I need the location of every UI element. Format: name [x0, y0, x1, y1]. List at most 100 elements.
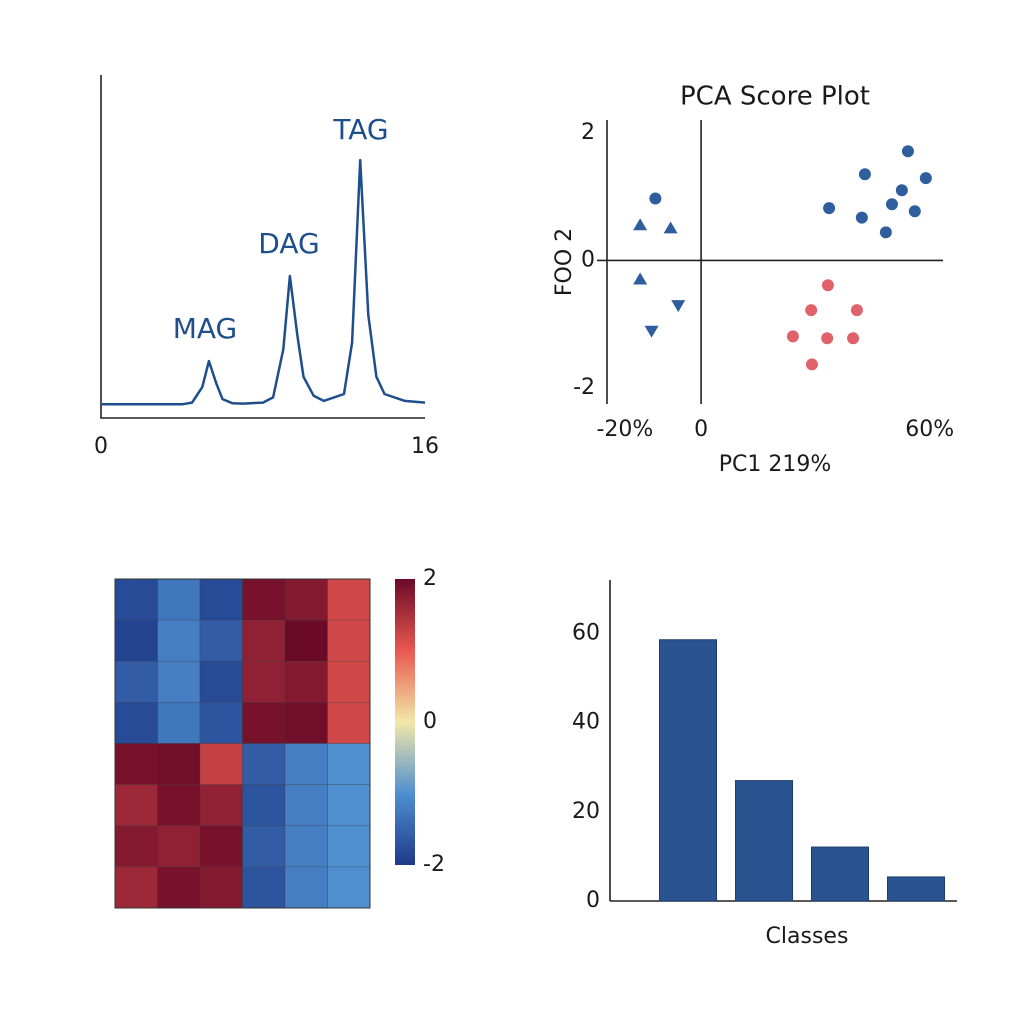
heatmap-cell	[114, 784, 158, 827]
heatmap-cell	[114, 825, 158, 868]
y-tick-label: 60	[572, 621, 600, 646]
x-tick-label: 0	[94, 434, 108, 459]
heatmap-cell	[157, 825, 201, 868]
heatmap-cell	[284, 784, 328, 827]
point	[908, 205, 921, 218]
peak-label: DAG	[258, 227, 319, 260]
point	[805, 304, 818, 317]
point	[633, 218, 648, 231]
point	[847, 332, 860, 345]
heatmap-cell	[114, 660, 158, 703]
bar	[659, 639, 717, 902]
heatmap-cell	[114, 619, 158, 662]
heatmap-cell	[327, 743, 371, 785]
heatmap-cell	[327, 578, 371, 621]
y-tick-label: 20	[572, 799, 600, 824]
point	[858, 168, 871, 181]
heatmap-cell	[284, 866, 328, 909]
heatmap-cell	[284, 660, 328, 703]
point	[821, 332, 834, 345]
heatmap-frame	[114, 578, 371, 909]
heatmap-cell	[327, 619, 371, 662]
heatmap-cell	[114, 578, 158, 621]
bar	[735, 780, 793, 902]
heatmap-cell	[199, 578, 243, 621]
point	[663, 221, 678, 234]
point	[644, 325, 659, 338]
heatmap-cell	[157, 743, 201, 785]
colorbar-tick-label: -2	[423, 852, 445, 877]
y-tick-label: 0	[586, 888, 600, 913]
x-tick-label: 16	[411, 434, 439, 459]
y-tick-label: 2	[581, 120, 595, 145]
chart-title: PCA Score Plot	[680, 82, 870, 112]
heatmap-cell	[242, 784, 286, 827]
heatmap-cell	[199, 702, 243, 744]
y-tick-label: -2	[573, 375, 595, 400]
point	[786, 330, 799, 343]
x-axis-label: Classes	[766, 924, 849, 949]
point	[633, 272, 648, 285]
point	[895, 184, 908, 197]
peak-label: MAG	[173, 312, 238, 345]
axis-line	[100, 75, 425, 419]
heatmap-cell	[242, 660, 286, 703]
x-axis-label: PC1 219%	[719, 452, 832, 477]
heatmap-cell	[327, 702, 371, 744]
heatmap-cell	[242, 825, 286, 868]
heatmap-cell	[284, 578, 328, 621]
peak-label: TAG	[332, 113, 388, 146]
point	[671, 300, 686, 313]
colorbar	[395, 579, 415, 865]
heatmap-cell	[284, 702, 328, 744]
point	[901, 145, 914, 158]
colorbar-tick-label: 0	[423, 709, 437, 734]
x-tick-label: -20%	[596, 417, 653, 442]
point	[885, 198, 898, 211]
point	[879, 226, 892, 239]
heatmap-cell	[157, 619, 201, 662]
heatmap-cell	[327, 866, 371, 909]
heatmap-cell	[114, 866, 158, 909]
point	[850, 304, 863, 317]
heatmap-cell	[199, 660, 243, 703]
heatmap-cell	[327, 660, 371, 703]
heatmap-cell	[157, 578, 201, 621]
bar	[887, 876, 945, 902]
point	[649, 192, 662, 205]
y-tick-label: 0	[581, 247, 595, 272]
point	[823, 202, 836, 215]
heatmap-cell	[199, 784, 243, 827]
heatmap-cell	[284, 619, 328, 662]
heatmap-cell	[199, 619, 243, 662]
heatmap-cell	[157, 784, 201, 827]
heatmap-cell	[199, 743, 243, 785]
point	[855, 211, 868, 224]
heatmap-cell	[199, 866, 243, 909]
heatmap-cell	[114, 702, 158, 744]
heatmap-cell	[114, 743, 158, 785]
heatmap-cell	[157, 702, 201, 744]
heatmap-cell	[242, 743, 286, 785]
heatmap-cell	[242, 578, 286, 621]
y-tick-label: 40	[572, 710, 600, 735]
colorbar-tick-label: 2	[423, 566, 437, 591]
heatmap-cell	[242, 619, 286, 662]
heatmap-cell	[284, 743, 328, 785]
bar	[811, 846, 869, 902]
heatmap-cell	[157, 660, 201, 703]
heatmap-cell	[199, 825, 243, 868]
heatmap-cell	[327, 784, 371, 827]
heatmap-cell	[242, 702, 286, 744]
heatmap-cell	[157, 866, 201, 909]
heatmap-cell	[242, 866, 286, 909]
heatmap-cell	[327, 825, 371, 868]
y-axis-label: FOO 2	[552, 228, 577, 296]
x-tick-label: 0	[694, 417, 708, 442]
heatmap-cell	[284, 825, 328, 868]
point	[821, 279, 834, 292]
point	[919, 172, 932, 185]
point	[805, 358, 818, 371]
chromatogram-line	[101, 158, 426, 406]
